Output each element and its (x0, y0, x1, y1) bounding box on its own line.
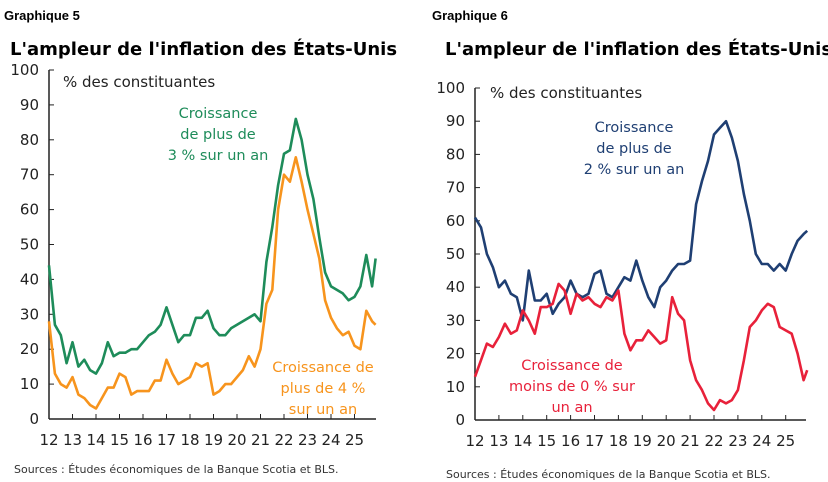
x-tick-label: 15 (537, 432, 556, 450)
y-tick-label: 0 (455, 411, 465, 429)
x-tick-label: 18 (180, 431, 199, 449)
chart-title: L'ampleur de l'inflation des États-Unis (445, 38, 828, 60)
y-tick-label: 90 (446, 112, 465, 130)
series-label-2: Croissance de plus de 4 % sur un an (272, 360, 374, 418)
y-tick-label: 50 (446, 245, 465, 263)
x-tick-label: 23 (728, 432, 747, 450)
series-label-line: plus de 4 % (281, 381, 366, 397)
y-tick-label: 20 (20, 340, 39, 358)
series-label-line: de plus de (596, 141, 672, 157)
x-tick-label: 19 (633, 432, 652, 450)
y-tick-label: 40 (20, 270, 39, 288)
chart-6: Graphique 6 L'ampleur de l'inflation des … (432, 8, 828, 481)
series-line-2 (47, 156, 377, 410)
x-tick-label: 20 (657, 432, 676, 450)
series-label-line: Croissance de (521, 358, 623, 374)
x-tick-label: 16 (561, 432, 580, 450)
y-tick-label: 20 (446, 345, 465, 363)
x-tick-label: 12 (465, 432, 484, 450)
y-tick-label: 80 (446, 145, 465, 163)
series-label-line: sur un an (289, 402, 357, 418)
y-tick-label: 100 (10, 61, 39, 79)
x-tick-label: 23 (298, 431, 317, 449)
y-tick-label: 30 (446, 311, 465, 329)
y-tick-label: 40 (446, 278, 465, 296)
x-tick-label: 24 (321, 431, 340, 449)
series-label-line: Croissance (179, 106, 258, 122)
x-tick-label: 21 (251, 431, 270, 449)
y-tick-label: 70 (446, 179, 465, 197)
x-tick-label: 19 (204, 431, 223, 449)
series-label-2: Croissance de moins de 0 % sur un an (509, 358, 635, 416)
series-label-line: un an (551, 400, 592, 416)
chart-title: L'ampleur de l'inflation des États-Unis (10, 38, 397, 60)
series-line-1 (473, 119, 809, 322)
series-line-1 (47, 117, 377, 375)
series-label-line: de plus de (180, 127, 256, 143)
series-label-line: 3 % sur un an (168, 148, 269, 164)
y-tick-label: 80 (20, 131, 39, 149)
y-tick-label: 0 (29, 410, 39, 428)
x-tick-label: 17 (585, 432, 604, 450)
source-note: Sources : Études économiques de la Banqu… (14, 463, 339, 476)
x-tick-label: 25 (345, 431, 364, 449)
y-tick-label: 60 (446, 212, 465, 230)
series-line-2 (473, 282, 809, 412)
x-tick-label: 22 (704, 432, 723, 450)
y-tick-label: 60 (20, 201, 39, 219)
y-tick-label: 90 (20, 96, 39, 114)
x-tick-label: 14 (86, 431, 105, 449)
x-tick-label: 24 (752, 432, 771, 450)
series-label-line: moins de 0 % sur (509, 379, 635, 395)
x-tick-label: 21 (681, 432, 700, 450)
x-tick-label: 16 (133, 431, 152, 449)
x-tick-label: 15 (110, 431, 129, 449)
series-label-1: Croissance de plus de 2 % sur un an (584, 120, 685, 178)
y-axis-label: % des constituantes (490, 84, 642, 102)
y-tick-label: 30 (20, 305, 39, 323)
y-axis-label: % des constituantes (63, 73, 215, 91)
y-tick-label: 70 (20, 166, 39, 184)
y-tick-label: 100 (436, 79, 465, 97)
y-tick-label: 10 (20, 375, 39, 393)
x-tick-label: 17 (157, 431, 176, 449)
x-tick-label: 18 (609, 432, 628, 450)
x-tick-label: 22 (274, 431, 293, 449)
x-tick-label: 14 (513, 432, 532, 450)
series-label-line: 2 % sur un an (584, 162, 685, 178)
x-tick-label: 13 (63, 431, 82, 449)
series-label-1: Croissance de plus de 3 % sur un an (168, 106, 269, 164)
x-tick-label: 25 (776, 432, 795, 450)
chart-label: Graphique 5 (4, 8, 80, 23)
y-tick-label: 50 (20, 236, 39, 254)
x-tick-label: 12 (39, 431, 58, 449)
chart-5: Graphique 5 L'ampleur de l'inflation des … (4, 8, 397, 476)
y-tick-label: 10 (446, 378, 465, 396)
chart-label: Graphique 6 (432, 8, 508, 23)
x-tick-label: 13 (489, 432, 508, 450)
series-label-line: Croissance (595, 120, 674, 136)
source-note: Sources : Études économiques de la Banqu… (446, 468, 771, 481)
series-label-line: Croissance de (272, 360, 374, 376)
x-tick-label: 20 (227, 431, 246, 449)
